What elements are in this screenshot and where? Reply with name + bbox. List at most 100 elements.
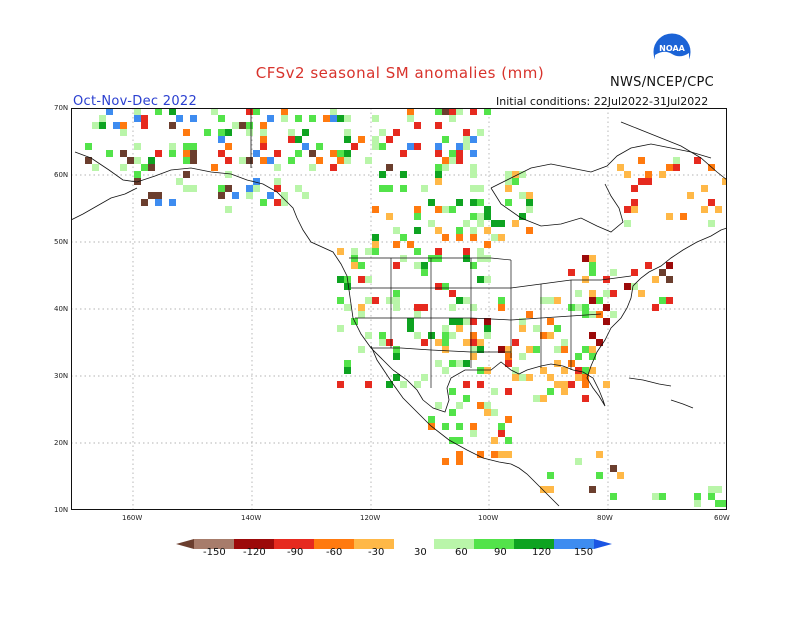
anomaly-cell	[666, 164, 673, 171]
anomaly-cell	[274, 185, 281, 192]
anomaly-cell	[645, 171, 652, 178]
anomaly-cell	[582, 311, 589, 318]
anomaly-cell	[400, 234, 407, 241]
anomaly-cell	[400, 185, 407, 192]
anomaly-cell	[379, 339, 386, 346]
anomaly-cell	[393, 262, 400, 269]
lat-label: 70N	[54, 104, 69, 112]
anomaly-cell	[358, 136, 365, 143]
anomaly-cell	[344, 360, 351, 367]
anomaly-cell	[477, 248, 484, 255]
anomaly-cells	[85, 108, 727, 507]
anomaly-cell	[505, 388, 512, 395]
legend-swatch	[314, 539, 354, 549]
anomaly-cell	[211, 108, 218, 115]
anomaly-cell	[288, 129, 295, 136]
anomaly-cell	[267, 115, 274, 122]
anomaly-cell	[330, 164, 337, 171]
anomaly-cell	[218, 185, 225, 192]
anomaly-cell	[624, 206, 631, 213]
anomaly-cell	[295, 136, 302, 143]
anomaly-cell	[330, 115, 337, 122]
anomaly-cell	[218, 129, 225, 136]
anomaly-cell	[372, 241, 379, 248]
anomaly-cell	[519, 318, 526, 325]
anomaly-cell	[498, 234, 505, 241]
anomaly-cell	[407, 143, 414, 150]
anomaly-cell	[274, 199, 281, 206]
anomaly-cell	[449, 108, 456, 115]
anomaly-cell	[617, 472, 624, 479]
anomaly-cell	[652, 276, 659, 283]
anomaly-cell	[435, 206, 442, 213]
anomaly-cell	[491, 220, 498, 227]
legend-swatch	[234, 539, 274, 549]
anomaly-cell	[449, 318, 456, 325]
anomaly-cell	[190, 143, 197, 150]
anomaly-cell	[134, 143, 141, 150]
anomaly-cell	[554, 297, 561, 304]
anomaly-cell	[463, 220, 470, 227]
anomaly-cell	[435, 248, 442, 255]
anomaly-cell	[155, 108, 162, 115]
anomaly-cell	[365, 157, 372, 164]
anomaly-cell	[589, 290, 596, 297]
anomaly-cell	[477, 129, 484, 136]
anomaly-cell	[225, 129, 232, 136]
anomaly-cell	[183, 157, 190, 164]
anomaly-cell	[582, 346, 589, 353]
anomaly-cell	[225, 171, 232, 178]
anomaly-cell	[449, 150, 456, 157]
anomaly-cell	[435, 164, 442, 171]
anomaly-cell	[393, 374, 400, 381]
anomaly-cell	[610, 269, 617, 276]
noaa-logo: NOAA	[652, 32, 692, 72]
anomaly-cell	[344, 304, 351, 311]
anomaly-cell	[337, 297, 344, 304]
anomaly-cell	[309, 150, 316, 157]
anomaly-cell	[449, 437, 456, 444]
anomaly-cell	[351, 248, 358, 255]
anomaly-cell	[169, 150, 176, 157]
anomaly-cell	[414, 381, 421, 388]
anomaly-cell	[358, 311, 365, 318]
anomaly-cell	[512, 374, 519, 381]
anomaly-cell	[435, 227, 442, 234]
anomaly-cell	[456, 451, 463, 458]
anomaly-cell	[631, 199, 638, 206]
anomaly-cell	[589, 262, 596, 269]
anomaly-cell	[309, 164, 316, 171]
anomaly-cell	[624, 220, 631, 227]
legend-swatch	[474, 539, 514, 549]
anomaly-cell	[596, 297, 603, 304]
anomaly-cell	[484, 227, 491, 234]
anomaly-cell	[330, 108, 337, 115]
anomaly-cell	[246, 157, 253, 164]
anomaly-cell	[603, 318, 610, 325]
anomaly-cell	[498, 451, 505, 458]
anomaly-cell	[470, 185, 477, 192]
anomaly-cell	[337, 115, 344, 122]
anomaly-cell	[344, 129, 351, 136]
anomaly-cell	[456, 423, 463, 430]
anomaly-cell	[449, 388, 456, 395]
anomaly-cell	[498, 423, 505, 430]
anomaly-cell	[372, 136, 379, 143]
lon-label: 80W	[597, 514, 613, 522]
anomaly-cell	[134, 108, 141, 115]
anomaly-cell	[659, 297, 666, 304]
lat-label: 50N	[54, 238, 69, 246]
anomaly-cell	[547, 472, 554, 479]
anomaly-cell	[92, 164, 99, 171]
anomaly-cell	[393, 241, 400, 248]
anomaly-cell	[526, 199, 533, 206]
anomaly-cell	[99, 115, 106, 122]
anomaly-cell	[337, 325, 344, 332]
anomaly-cell	[365, 381, 372, 388]
anomaly-cell	[260, 143, 267, 150]
anomaly-cell	[477, 185, 484, 192]
anomaly-cell	[99, 122, 106, 129]
anomaly-cell	[484, 276, 491, 283]
anomaly-cell	[624, 171, 631, 178]
anomaly-cell	[421, 185, 428, 192]
